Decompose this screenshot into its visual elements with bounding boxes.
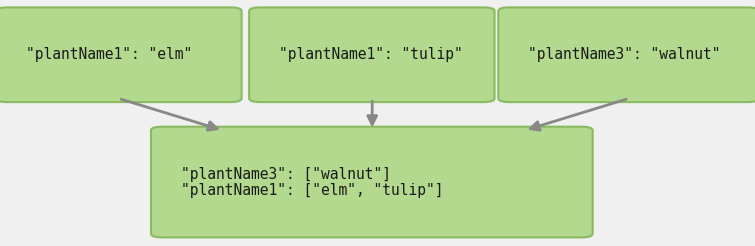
Text: "plantName3": ["walnut"]: "plantName3": ["walnut"] [181,167,391,182]
FancyBboxPatch shape [498,7,755,102]
Text: "plantName3": "walnut": "plantName3": "walnut" [528,47,721,62]
Text: "plantName1": "elm": "plantName1": "elm" [26,47,193,62]
FancyBboxPatch shape [0,7,242,102]
FancyBboxPatch shape [151,127,593,237]
Text: "plantName1": "tulip": "plantName1": "tulip" [279,47,463,62]
Text: "plantName1": ["elm", "tulip"]: "plantName1": ["elm", "tulip"] [181,183,444,198]
FancyBboxPatch shape [249,7,495,102]
